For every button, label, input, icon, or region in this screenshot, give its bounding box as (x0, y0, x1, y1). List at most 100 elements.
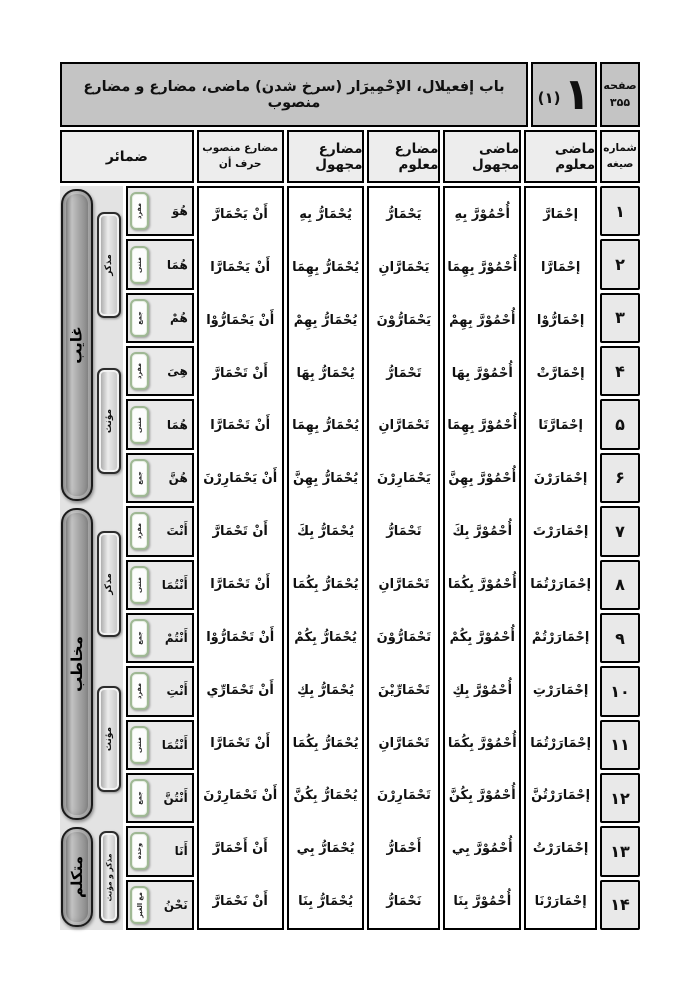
gender-pill-feminine-2: مؤنث (96, 686, 121, 792)
past-passive-cell: أُحْمُوْرَّ بِكِ (452, 682, 513, 698)
past-active-cell: إحْمَارَّتَا (538, 418, 583, 434)
present-passive-cell: يُحْمَارُّ بِهِمَا (292, 418, 359, 434)
col-header-subjunctive-line1: مضارع منصوب (202, 142, 279, 155)
pronoun-cell: نَحْنُ مع الغير (125, 879, 194, 931)
present-passive-cell: يُحْمَارُّ بِكِ (297, 682, 354, 698)
past-active-cell: إحْمَارَّا (540, 259, 581, 275)
subjunctive-cell: أَنْ تَحْمَارَّا (210, 418, 271, 434)
pronoun-cell: هِىَ مفرد (125, 346, 194, 397)
past-active-cell: إحْمَارَرْتُمَا (530, 576, 592, 592)
grammatical-number-label: مثنى (135, 256, 144, 273)
serial-number-cell: ۶ (600, 452, 640, 504)
present-active-cell: تَحْمَارُّ (386, 365, 422, 381)
past-active-column: إحْمَارَّ إحْمَارَّا إحْمَارُّوْا إحْمَارَّ… (524, 186, 598, 930)
lesson-numeral: ۱ (563, 68, 591, 120)
subjunctive-cell: أَنْ تَحْمَارُّوْا (206, 629, 275, 645)
grammatical-number-label: جمع (135, 471, 144, 485)
present-active-column: يَحْمَارُّ يَحْمَارَّانِ يَحْمَارُّوْنَ تَح… (367, 186, 441, 930)
gender-pill-label: مؤنث (103, 726, 114, 752)
past-active-cell: إحْمَارَّ (543, 206, 579, 222)
page-title: باب إفعيلال، الإحْمِيرَار (سرخ شدن) ماضى… (60, 62, 528, 127)
grammatical-number-chip: جمع (129, 779, 149, 818)
conjugation-table: صفحه ۳۵۵ ۱ (۱) باب إفعيلال، الإحْمِيرَار… (60, 62, 640, 931)
present-active-cell: تَحْمَارَّانِ (378, 735, 430, 751)
past-passive-cell: أُحْمُوْرَّ بِهِمْ (449, 312, 516, 328)
grammatical-number-label: جمع (135, 791, 144, 805)
page-number-cell: صفحه ۳۵۵ (600, 62, 640, 127)
grammatical-number-label: مثنى (135, 576, 144, 593)
person-pill-label: غايب (68, 326, 87, 364)
pronoun-text: أَنَا (174, 844, 188, 859)
grammatical-number-chip: مفرد (129, 672, 149, 711)
past-passive-column: أُحْمُوْرَّ بِهِ أُحْمُوْرَّ بِهِمَا أُحْم… (443, 186, 522, 930)
gender-pill-label: مذكر (103, 573, 114, 595)
lesson-paren-numeral: (۱) (537, 88, 561, 107)
present-passive-cell: يُحْمَارُّ بِهِمَا (292, 259, 359, 275)
person-pill-label: متكلم (68, 855, 87, 899)
serial-number-cell: ۵ (600, 399, 640, 450)
present-passive-cell: يُحْمَارُّ بِكُمْ (294, 629, 357, 645)
present-active-cell: تَحْمَارِرْنَ (376, 788, 431, 804)
grammatical-number-label: مفرد (135, 683, 144, 700)
title-band: صفحه ۳۵۵ ۱ (۱) باب إفعيلال، الإحْمِيرَار… (60, 62, 640, 127)
present-passive-cell: يُحْمَارُّ بِكُنَّ (293, 788, 358, 804)
person-sidebar: غايب مخاطب متكلم مذكر مؤنث مذكر مؤنث مذك… (60, 186, 123, 930)
present-active-cell: تَحْمَارَّانِ (378, 418, 430, 434)
past-passive-cell: أُحْمُوْرَّ بِكُنَّ (448, 788, 516, 804)
grammatical-number-label: مفرد (135, 523, 144, 540)
gender-pill-label: مذكر (103, 254, 114, 276)
gender-pill-feminine-1: مؤنث (96, 368, 121, 474)
grammatical-number-label: وحده (135, 843, 144, 860)
present-active-cell: يَحْمَارُّوْنَ (376, 312, 432, 328)
serial-number-cell: ۱۲ (600, 772, 640, 824)
present-passive-cell: يُحْمَارُّ بِهِنَّ (293, 471, 359, 487)
pronoun-cell: أَنَا وحده (125, 826, 194, 877)
subjunctive-cell: أَنْ تَحْمَارَّ (212, 365, 268, 381)
grammatical-number-label: مثنى (135, 416, 144, 433)
present-active-cell: نَحْمَارُّ (386, 894, 422, 910)
past-passive-cell: أُحْمُوْرَّ بِكُمْ (449, 629, 515, 645)
col-header-serial-line2: صيغه (606, 157, 634, 170)
col-header-serial-line1: شماره (603, 142, 637, 155)
present-passive-cell: يُحْمَارُّ بِنَا (298, 894, 354, 910)
present-active-cell: يَحْمَارِرْنَ (376, 471, 431, 487)
grammatical-number-chip: وحده (129, 832, 149, 871)
past-active-cell: إحْمَارَرْنَا (534, 894, 587, 910)
pronoun-text: أَنْتُمَا (161, 577, 188, 592)
pronoun-text: أَنْتُنَّ (163, 791, 188, 806)
pronoun-cell: هُمْ جمع (125, 292, 194, 344)
serial-number-cell: ۷ (600, 506, 640, 557)
col-header-present-active: مضارع معلوم (367, 130, 441, 183)
subjunctive-cell: أَنْ نَحْمَارَّ (212, 894, 268, 910)
past-active-cell: إحْمَارَرْتِ (532, 682, 589, 698)
present-passive-cell: يُحْمَارُّ بِهِمْ (293, 312, 358, 328)
serial-number-cell: ۸ (600, 559, 640, 610)
serial-number-column: ۱ ۲ ۳ ۴ ۵ ۶ ۷ ۸ ۹ ۱۰ ۱۱ ۱۲ ۱۳ ۱۴ (600, 186, 640, 931)
pronoun-text: أَنْتُمْ (164, 631, 188, 646)
subjunctive-cell: أَنْ تَحْمَارَّا (210, 576, 271, 592)
grammatical-number-chip: مفرد (129, 512, 149, 551)
grammatical-number-label: جمع (135, 631, 144, 645)
past-passive-cell: أُحْمُوْرَّ بِنَا (453, 894, 512, 910)
subjunctive-cell: أَنْ تَحْمَارَّ (212, 524, 268, 540)
grammatical-number-label: مثنى (135, 736, 144, 753)
past-active-cell: إحْمَارَرْتُمَا (530, 735, 592, 751)
past-passive-cell: أُحْمُوْرَّ بِكُمَا (447, 735, 517, 751)
subjunctive-cell: أَنْ يَحْمَارِرْنَ (203, 471, 278, 487)
present-passive-cell: يُحْمَارُّ بِكُمَا (292, 735, 359, 751)
person-pill-second-person: مخاطب (61, 508, 94, 820)
subjunctive-cell: أَنْ يَحْمَارُّوْا (206, 312, 275, 328)
grammatical-number-chip: مفرد (129, 192, 149, 231)
past-active-cell: إحْمَارَّتْ (536, 365, 585, 381)
column-header-row: شماره صيغه ماضى معلوم ماضى مجهول مضارع م… (60, 130, 640, 183)
serial-number-cell: ۱۱ (600, 719, 640, 770)
col-header-past-active: ماضى معلوم (524, 130, 598, 183)
pronoun-text: أَنْتُمَا (161, 737, 188, 752)
serial-number-cell: ۱۳ (600, 826, 640, 877)
pronoun-text: أَنْتِ (166, 684, 188, 699)
pronoun-text: هُمَا (166, 257, 188, 272)
grammatical-number-chip: جمع (129, 619, 149, 658)
serial-number-cell: ۹ (600, 612, 640, 664)
pronoun-cell: أَنْتُنَّ جمع (125, 772, 194, 824)
